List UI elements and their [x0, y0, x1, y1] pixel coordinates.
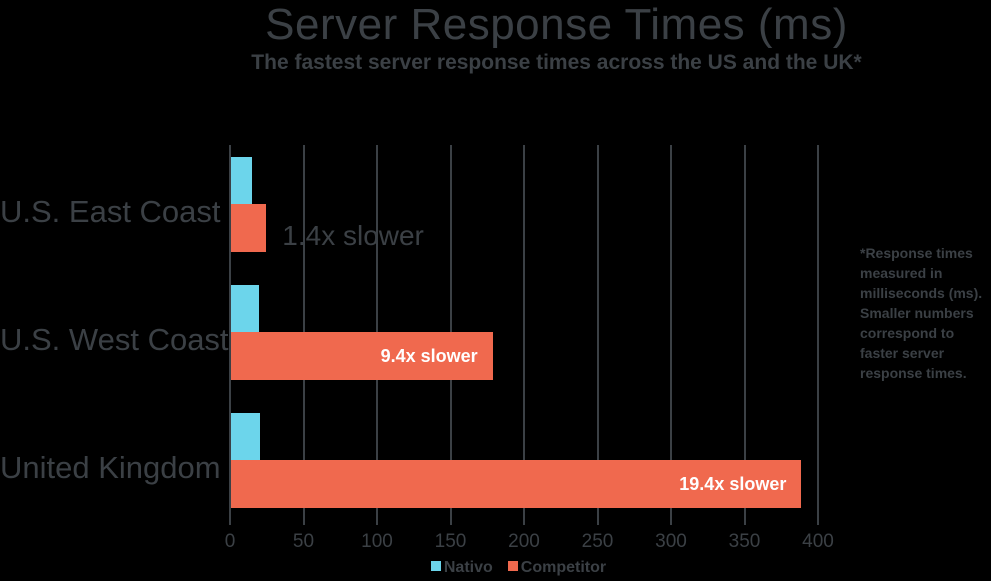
footnote-line: correspond to — [860, 325, 955, 341]
nativo-swatch-icon — [430, 561, 441, 571]
footnote-line: measured in — [860, 265, 943, 281]
ratio-annotation: 9.4x slower — [380, 346, 478, 366]
x-tick-label: 50 — [292, 531, 315, 552]
x-tick-label: 200 — [508, 531, 540, 552]
footnote-line: *Response times — [860, 245, 973, 261]
gridline — [817, 145, 819, 525]
category-label: U.S. West Coast — [0, 321, 229, 357]
x-tick-label: 250 — [581, 531, 614, 552]
x-tick-label: 100 — [361, 531, 393, 552]
gridline — [596, 145, 599, 525]
footnote-line: response times. — [860, 365, 967, 381]
footnote-line: faster server — [860, 345, 945, 361]
legend-item-nativo: Nativo — [430, 559, 493, 577]
chart-title: Server Response Times (ms) — [265, 0, 848, 49]
x-tick-label: 400 — [802, 531, 834, 552]
footnote: *Response times measured in milliseconds… — [860, 243, 991, 383]
chart-legend: Nativo Competitor — [46, 558, 991, 578]
category-label: U.S. East Coast — [0, 193, 221, 229]
chart-subtitle: The fastest server response times across… — [251, 51, 862, 74]
x-tick-label: 0 — [224, 531, 236, 552]
x-tick-label: 150 — [434, 531, 467, 552]
gridline — [743, 145, 746, 525]
bar-nativo-2 — [231, 413, 261, 460]
legend-item-competitor: Competitor — [507, 559, 607, 577]
bar-nativo-0 — [231, 157, 252, 204]
x-tick-label: 300 — [655, 531, 687, 552]
bar-competitor-1 — [231, 332, 493, 380]
competitor-swatch-icon — [507, 561, 518, 571]
gridline — [229, 145, 231, 525]
category-label: United Kingdom — [0, 449, 221, 485]
chart-header: Server Response Times (ms) The fastest s… — [122, 0, 991, 75]
legend-label-competitor: Competitor — [520, 559, 607, 576]
bar-nativo-1 — [231, 285, 259, 332]
x-tick-label: 350 — [728, 531, 761, 552]
gridline — [523, 145, 525, 525]
legend-label-nativo: Nativo — [443, 559, 493, 576]
gridline — [670, 145, 672, 525]
bar-competitor-0 — [231, 204, 267, 252]
footnote-line: Smaller numbers — [860, 305, 974, 321]
ratio-annotation: 1.4x slower — [282, 220, 424, 251]
footnote-line: milliseconds (ms). — [860, 285, 983, 301]
bar-competitor-2 — [231, 460, 802, 508]
ratio-annotation: 19.4x slower — [679, 474, 787, 494]
